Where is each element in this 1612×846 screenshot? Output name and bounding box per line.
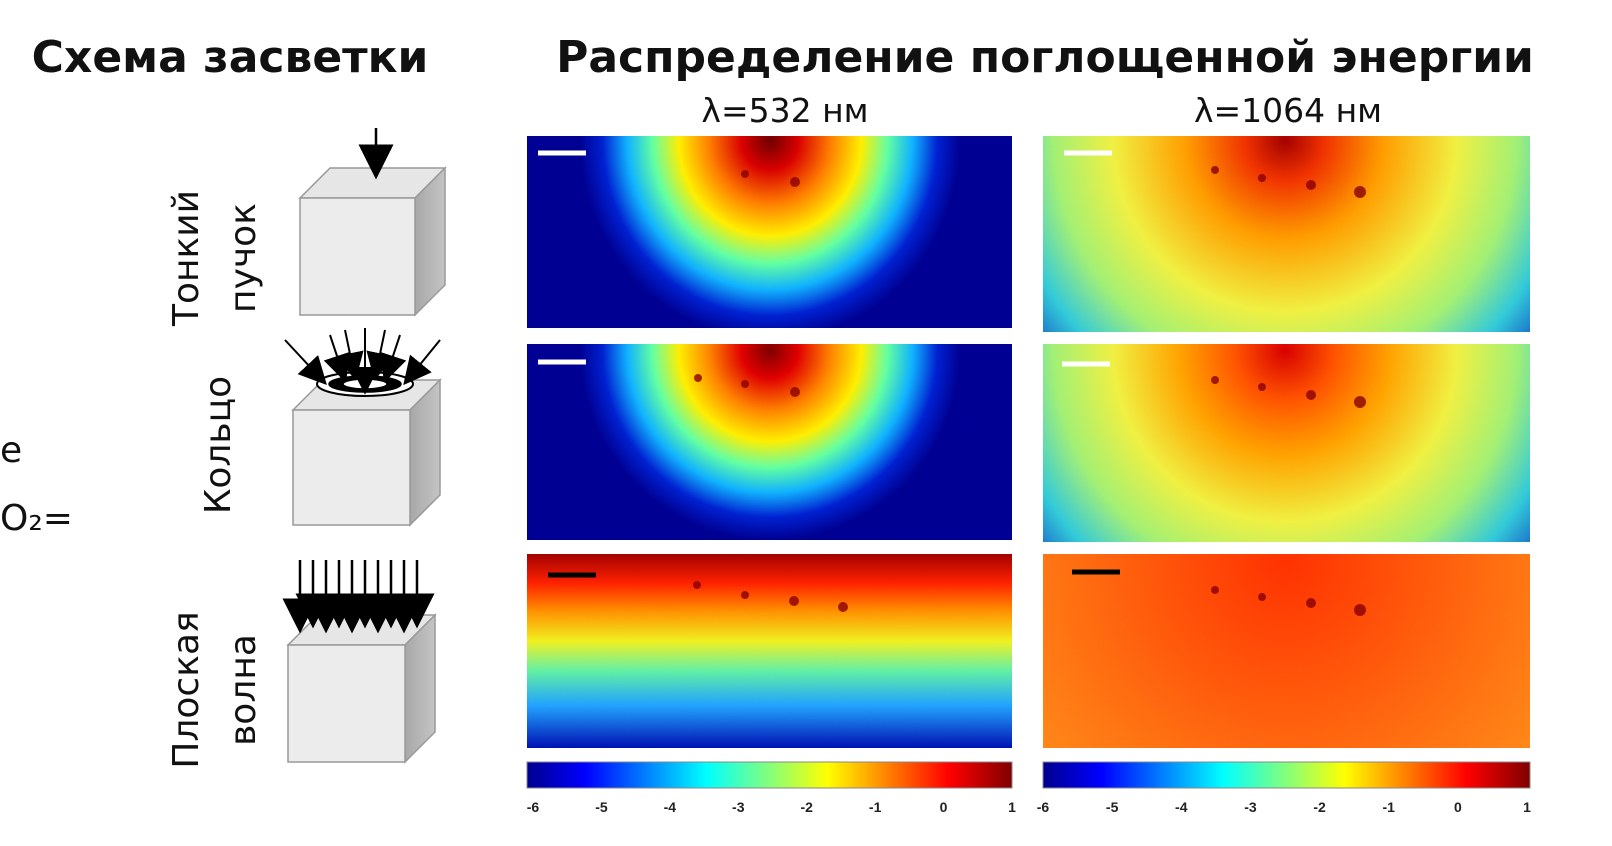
figure: Схема засветки Распределение поглощенной… xyxy=(0,0,1612,846)
colorbar-tick-label: -2 xyxy=(800,799,813,815)
colorbar-tick-label: -1 xyxy=(869,799,882,815)
colorbar-tick-label: 0 xyxy=(940,799,948,815)
left-title: Схема засветки xyxy=(32,32,429,83)
colorbar-tick-label: -4 xyxy=(664,799,677,815)
column-label: λ=532 нм xyxy=(701,91,868,130)
colorbar-tick-label: -3 xyxy=(1244,799,1257,815)
row-label: пучок xyxy=(223,203,264,313)
row-label: волна xyxy=(223,634,264,746)
row-label: Плоская xyxy=(166,611,207,768)
cut-text: е xyxy=(0,430,22,471)
cube-thin-beam xyxy=(300,128,445,315)
colorbar-tick-label: -1 xyxy=(1382,799,1395,815)
row-label: Тонкий xyxy=(166,190,207,327)
cube-plane-wave xyxy=(288,560,435,762)
cube-ring xyxy=(285,328,440,525)
colorbar-tick-label: -6 xyxy=(527,799,540,815)
column-label: λ=1064 нм xyxy=(1194,91,1382,130)
row-label: Кольцо xyxy=(198,376,239,514)
colorbar xyxy=(1043,762,1530,788)
colorbar-tick-label: 1 xyxy=(1523,799,1531,815)
colorbar-tick-label: 1 xyxy=(1008,799,1016,815)
right-title: Распределение поглощенной энергии xyxy=(556,32,1534,83)
colorbar-tick-label: 0 xyxy=(1454,799,1462,815)
colorbar-tick-label: -3 xyxy=(732,799,745,815)
cut-text: O₂= xyxy=(0,498,73,539)
colorbar-tick-label: -5 xyxy=(1106,799,1119,815)
colorbar-tick-label: -5 xyxy=(595,799,608,815)
colorbar xyxy=(527,762,1012,788)
heatmaps xyxy=(527,136,1530,748)
colorbar-tick-label: -6 xyxy=(1037,799,1050,815)
colorbar-tick-label: -4 xyxy=(1175,799,1188,815)
colorbar-tick-label: -2 xyxy=(1313,799,1326,815)
